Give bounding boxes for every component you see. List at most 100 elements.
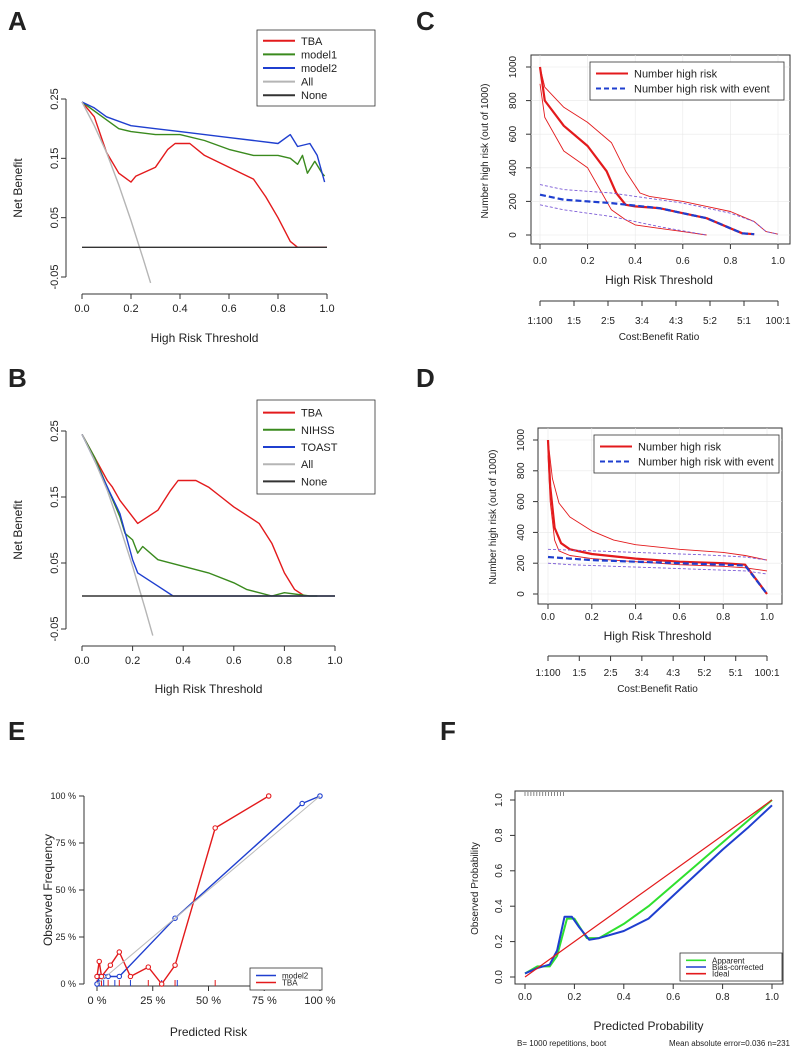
series-line-ideal <box>524 799 773 978</box>
x-tick-label: 0.2 <box>567 992 581 1003</box>
series-line-number-high-risk-lower <box>539 83 707 236</box>
data-point-tba <box>98 973 105 980</box>
y-tick-label: 0.25 <box>49 420 61 441</box>
panel-letter-B: B <box>8 363 27 393</box>
x-tick-label: 0.0 <box>541 612 555 623</box>
cost-benefit-tick-label: 5:1 <box>729 668 743 679</box>
series-line-model2 <box>81 101 326 183</box>
y-tick-label: 0 <box>508 232 519 238</box>
x-tick-label: 0.8 <box>716 612 730 623</box>
series-line-number-high-risk-upper <box>547 439 768 561</box>
x-tick-label: 0.4 <box>617 992 631 1003</box>
series-line-with-event-upper <box>547 548 768 561</box>
x-tick-label: 0.0 <box>518 992 532 1003</box>
x-tick-label: 0.2 <box>125 655 140 667</box>
data-point-tba <box>94 973 100 980</box>
cost-benefit-tick-label: 3:4 <box>635 668 649 679</box>
series-line-number-high-risk <box>546 439 768 595</box>
y-tick-label: 600 <box>508 125 519 142</box>
series-line-tba <box>81 433 305 597</box>
legend-label: TOAST <box>301 442 338 454</box>
x-tick-label: 100 % <box>304 995 335 1007</box>
x-tick-label: 75 % <box>252 995 277 1007</box>
series-line-all <box>81 101 152 284</box>
cost-benefit-label: Cost:Benefit Ratio <box>617 684 698 695</box>
x-axis-label: High Risk Threshold <box>605 273 713 287</box>
cost-benefit-tick-label: 100:1 <box>765 316 790 327</box>
y-tick-label: 0.15 <box>49 486 61 507</box>
x-tick-label: 0.8 <box>270 303 285 315</box>
cost-benefit-tick-label: 1:100 <box>535 668 560 679</box>
legend-label: Number high risk with event <box>638 457 774 469</box>
cost-benefit-tick-label: 4:3 <box>669 316 683 327</box>
x-axis-label: High Risk Threshold <box>604 629 712 643</box>
cost-benefit-tick-label: 1:5 <box>572 668 586 679</box>
panel-D: D 0.0 0.2 0.4 0.6 0.8 1.0 High Risk Threshold 0 2… <box>416 363 783 695</box>
y-tick-label: 200 <box>508 193 519 210</box>
series-line-with-event-lower <box>539 204 707 236</box>
panel-letter-E: E <box>8 716 25 746</box>
cost-benefit-tick-label: 1:5 <box>567 316 581 327</box>
y-tick-label: 1000 <box>516 428 527 451</box>
legend: Number high risk Number high risk with ev… <box>593 434 780 474</box>
x-axis-label: High Risk Threshold <box>151 331 259 345</box>
y-axis-label: Observed Probability <box>470 842 481 935</box>
legend-label: Number high risk <box>638 442 722 454</box>
x-tick-label: 0.8 <box>716 992 730 1003</box>
x-tick-label: 0.0 <box>74 655 89 667</box>
y-tick-label: 600 <box>516 493 527 510</box>
panel-letter-F: F <box>440 716 456 746</box>
legend-label: None <box>301 90 327 102</box>
cost-benefit-tick-label: 5:2 <box>697 668 711 679</box>
legend-label: model2 <box>301 63 337 75</box>
data-point-tba <box>96 958 102 965</box>
legend-label: All <box>301 77 313 89</box>
y-tick-label: 400 <box>508 159 519 176</box>
cost-benefit-tick-label: 2:5 <box>604 668 618 679</box>
y-tick-label: 400 <box>516 524 527 541</box>
legend-label: Number high risk with event <box>634 84 770 96</box>
data-point-tba <box>116 949 123 955</box>
legend-label: model1 <box>301 49 337 61</box>
plot-frame <box>514 790 784 985</box>
data-point-tba <box>145 964 152 970</box>
y-axis-label: Net Benefit <box>11 158 25 218</box>
y-tick-label: 0 % <box>60 979 76 989</box>
panel-letter-D: D <box>416 363 435 393</box>
legend-label: Bias-corrected <box>712 963 764 972</box>
x-tick-label: 1.0 <box>765 992 779 1003</box>
cost-benefit-tick-label: 100:1 <box>754 668 779 679</box>
x-axis-label: Predicted Probability <box>593 1019 703 1033</box>
panel-B: B 0.0 0.2 0.4 0.6 0.8 1.0 High Risk Threshold -0… <box>8 363 376 696</box>
x-tick-label: 1.0 <box>319 303 334 315</box>
x-tick-label: 1.0 <box>760 612 774 623</box>
series-line-tba <box>81 101 327 249</box>
x-tick-label: 25 % <box>140 995 165 1007</box>
x-tick-label: 0.2 <box>585 612 599 623</box>
y-tick-label: 0.8 <box>494 828 505 842</box>
footnote-right: Mean absolute error=0.036 n=231 <box>669 1039 791 1048</box>
series-line-with-event-upper <box>539 184 779 235</box>
data-point-model2 <box>116 973 123 980</box>
panel-letter-A: A <box>8 6 27 36</box>
panel-A: A 0.0 0.2 0.4 0.6 0.8 1.0 High Risk Threshold -0… <box>8 6 376 345</box>
y-tick-label: 0.0 <box>494 970 505 984</box>
y-tick-label: 0.05 <box>49 552 61 573</box>
x-tick-label: 0.6 <box>672 612 686 623</box>
y-tick-label: 0.2 <box>494 934 505 948</box>
series-line-ideal <box>96 795 321 985</box>
footnote-left: B= 1000 repetitions, boot <box>517 1039 607 1048</box>
y-tick-label: 0.6 <box>494 863 505 877</box>
legend: Number high risk Number high risk with ev… <box>589 61 785 101</box>
series-line-number-high-risk-lower <box>547 455 768 572</box>
y-tick-label: 50 % <box>55 885 76 895</box>
data-point-tba <box>212 825 218 831</box>
cost-benefit-tick-label: 5:1 <box>737 316 751 327</box>
y-tick-label: -0.05 <box>49 616 61 641</box>
series-line-number-high-risk-with-event <box>539 193 755 236</box>
legend-label: Number high risk <box>634 69 718 81</box>
series-line-with-event-lower <box>547 562 768 575</box>
